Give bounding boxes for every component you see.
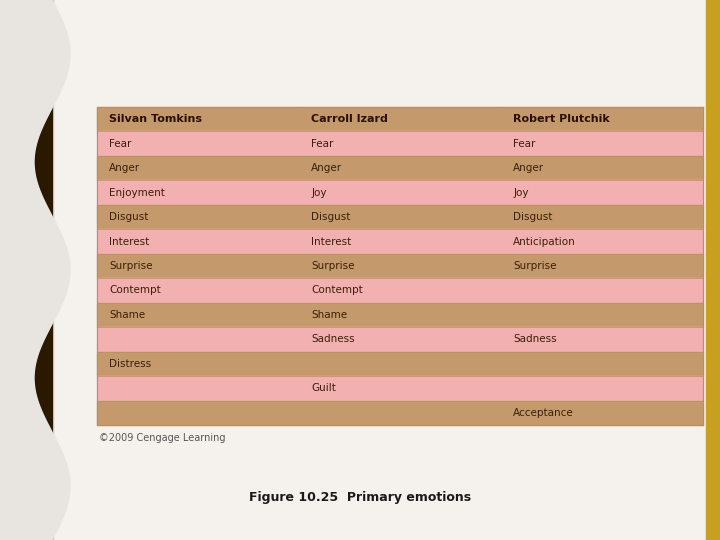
Text: Sadness: Sadness <box>311 334 355 345</box>
Text: Surprise: Surprise <box>513 261 557 271</box>
Text: Robert Plutchik: Robert Plutchik <box>513 114 610 124</box>
Bar <box>706 0 720 540</box>
Bar <box>299 401 501 425</box>
Bar <box>299 156 501 180</box>
Bar <box>501 180 703 205</box>
Bar <box>501 107 703 131</box>
Text: Sadness: Sadness <box>513 334 557 345</box>
Bar <box>97 352 299 376</box>
Text: Fear: Fear <box>109 139 132 148</box>
Text: Carroll Izard: Carroll Izard <box>311 114 388 124</box>
Text: Shame: Shame <box>311 310 347 320</box>
Bar <box>97 254 299 278</box>
Bar <box>501 254 703 278</box>
Bar <box>501 352 703 376</box>
Bar <box>97 230 299 254</box>
Bar <box>501 327 703 352</box>
Bar <box>501 230 703 254</box>
Bar <box>97 303 299 327</box>
Bar <box>97 278 299 303</box>
Text: Joy: Joy <box>513 187 528 198</box>
Text: Contempt: Contempt <box>109 286 161 295</box>
Text: Figure 10.25  Primary emotions: Figure 10.25 Primary emotions <box>249 491 471 504</box>
Bar <box>97 376 299 401</box>
Text: Silvan Tomkins: Silvan Tomkins <box>109 114 202 124</box>
Text: Joy: Joy <box>311 187 327 198</box>
Bar <box>501 401 703 425</box>
Bar <box>97 107 299 131</box>
Text: Acceptance: Acceptance <box>513 408 574 418</box>
Bar <box>0 0 52 540</box>
Bar <box>299 180 501 205</box>
Text: Anger: Anger <box>311 163 342 173</box>
Text: Contempt: Contempt <box>311 286 363 295</box>
Bar <box>501 205 703 230</box>
Text: Fear: Fear <box>311 139 333 148</box>
Text: Surprise: Surprise <box>311 261 355 271</box>
Bar <box>501 303 703 327</box>
Text: Anger: Anger <box>109 163 140 173</box>
Polygon shape <box>0 0 70 540</box>
Bar <box>299 131 501 156</box>
Text: Interest: Interest <box>109 237 149 247</box>
Bar <box>299 352 501 376</box>
Bar <box>97 156 299 180</box>
Bar <box>501 156 703 180</box>
Bar <box>97 327 299 352</box>
Text: Fear: Fear <box>513 139 536 148</box>
Text: Disgust: Disgust <box>513 212 552 222</box>
Text: Interest: Interest <box>311 237 351 247</box>
Bar <box>501 278 703 303</box>
Text: Enjoyment: Enjoyment <box>109 187 165 198</box>
Text: Guilt: Guilt <box>311 383 336 393</box>
Bar <box>299 376 501 401</box>
Text: Distress: Distress <box>109 359 151 369</box>
Bar <box>97 205 299 230</box>
Text: Shame: Shame <box>109 310 145 320</box>
Text: Disgust: Disgust <box>311 212 351 222</box>
Bar <box>97 131 299 156</box>
Text: ©2009 Cengage Learning: ©2009 Cengage Learning <box>99 433 225 443</box>
Bar <box>501 376 703 401</box>
Text: Anger: Anger <box>513 163 544 173</box>
Bar <box>299 107 501 131</box>
Bar <box>299 327 501 352</box>
Bar <box>299 205 501 230</box>
Bar <box>299 230 501 254</box>
Bar <box>501 131 703 156</box>
Bar <box>97 180 299 205</box>
Bar <box>299 303 501 327</box>
Text: Anticipation: Anticipation <box>513 237 576 247</box>
Bar <box>97 401 299 425</box>
Bar <box>299 278 501 303</box>
Bar <box>299 254 501 278</box>
Text: Surprise: Surprise <box>109 261 153 271</box>
Text: Disgust: Disgust <box>109 212 148 222</box>
